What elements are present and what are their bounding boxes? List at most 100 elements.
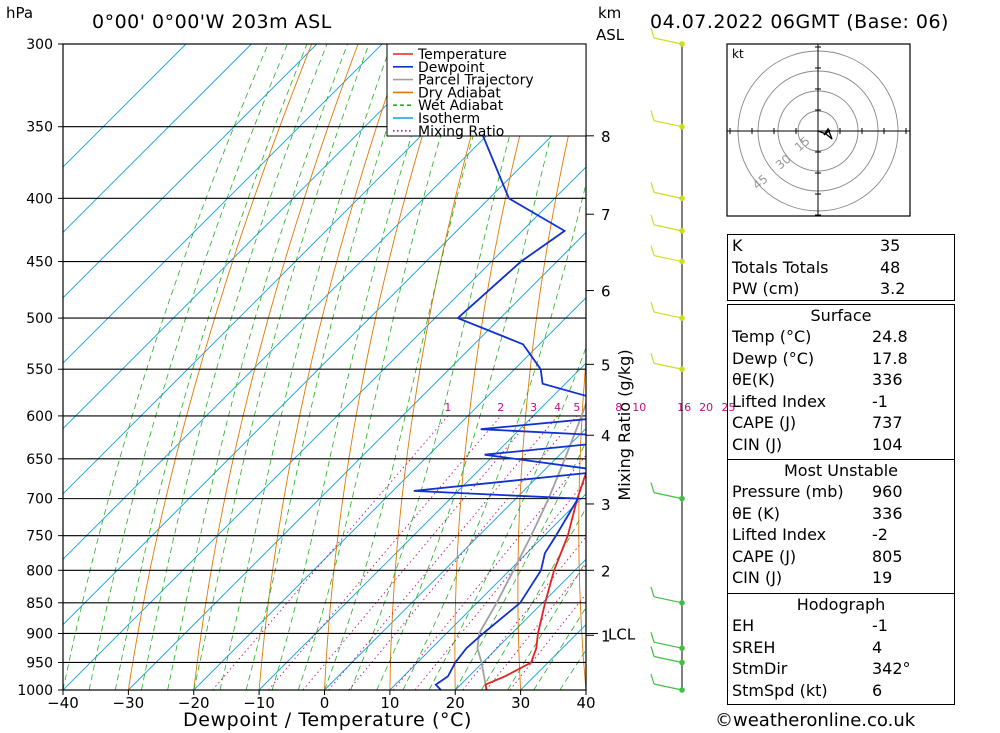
mixing-ratio-label: 8 (615, 401, 622, 414)
hodo-row: StmDir 342° (728, 658, 954, 680)
height-axis-unit: km (598, 4, 622, 22)
index-row: PW (cm) 3.2 (728, 278, 955, 300)
pressure-tick-label: 850 (26, 596, 53, 612)
legend-label: Dewpoint (418, 60, 485, 76)
row-label: StmSpd (kt) (732, 680, 828, 700)
surface-row: CAPE (J) 737 (728, 412, 954, 434)
isotherm-line (63, 44, 318, 299)
dry-adiabat-line (193, 44, 359, 690)
isotherm-line (63, 166, 586, 690)
legend-label: Mixing Ratio (418, 124, 504, 140)
legend-box (386, 43, 587, 137)
wet-adiabat-line (167, 44, 348, 690)
wet-adiabat-line (88, 44, 288, 690)
pressure-tick-label: 550 (26, 362, 53, 378)
index-label: K (732, 236, 743, 256)
wet-adiabat-line (428, 346, 586, 690)
wet-adiabat-line (376, 44, 575, 690)
mixing-ratio-label: 10 (632, 401, 646, 414)
row-label: SREH (732, 637, 776, 657)
hodograph-unit: kt (732, 47, 744, 61)
row-value: 6 (872, 680, 883, 700)
row-value: 17.8 (872, 348, 908, 368)
barb-flag (650, 182, 655, 193)
isobar-lines (63, 44, 586, 690)
mixing-ratio-line (302, 415, 534, 690)
pressure-tick-label: 800 (26, 563, 53, 579)
isotherm-line (63, 44, 579, 560)
dry-adiabat-line (638, 44, 683, 690)
barb-flag (650, 27, 655, 39)
surface-title: Surface (810, 306, 872, 325)
mixing-ratio-label: 5 (573, 401, 580, 414)
pressure-tick-label: 500 (26, 311, 53, 327)
pressure-tick-label: 450 (26, 255, 53, 271)
row-label: Dewp (°C) (732, 348, 815, 368)
mixing-ratio-label: 20 (699, 401, 713, 414)
isotherm-line (63, 44, 383, 364)
wet-adiabat-line (219, 44, 392, 690)
height-axis-ref: ASL (596, 26, 625, 44)
temperature-tick-label: 10 (380, 694, 399, 712)
row-value: -1 (872, 616, 888, 635)
pressure-tick-label: 650 (26, 452, 53, 468)
pressure-tick-label: 350 (26, 120, 53, 136)
row-label: StmDir (732, 659, 788, 679)
dewpoint-line (413, 44, 586, 690)
row-value: 336 (872, 503, 903, 523)
isotherm-line (258, 362, 586, 690)
mixing-ratio-label: 16 (677, 401, 691, 414)
mixing-ratio-axis-label: Mixing Ratio (g/kg) (615, 349, 634, 500)
barb-staff (653, 311, 683, 319)
surface-row: Lifted Index -1 (728, 391, 954, 413)
height-tick-label: 7 (601, 206, 611, 224)
row-label: θE (K) (732, 503, 780, 523)
row-label: CAPE (J) (732, 413, 797, 433)
wet-adiabat-line (271, 44, 442, 690)
pressure-tick-label: 700 (26, 492, 53, 508)
pressure-tick-label: 1000 (17, 683, 53, 699)
temperature-tick-label: −20 (178, 694, 210, 712)
barb-staff (653, 120, 683, 128)
surface-box: Surface Temp (°C) 24.8 Dewp (°C) 17.8 θE(K… (727, 304, 955, 460)
temperature-tick-label: 40 (576, 694, 595, 712)
row-label: CAPE (J) (732, 546, 797, 566)
legend-label: Wet Adiabat (418, 98, 504, 114)
copyright[interactable]: ©weatheronline.co.uk (715, 710, 916, 731)
mixing-ratio-line (348, 415, 578, 690)
hodograph-box: Hodograph EH -1 SREH 4 StmDir 342° StmSpd (… (727, 593, 955, 705)
mixing-ratio-label: 2 (497, 401, 504, 414)
row-value: 960 (872, 482, 903, 501)
dry-adiabat-line (517, 57, 586, 690)
pressure-tick-label: 900 (26, 626, 53, 642)
surface-row: θE(K) 336 (728, 369, 954, 391)
barb-flag (650, 353, 655, 364)
hodograph-trace (817, 127, 833, 140)
barb-point (679, 495, 685, 502)
mu-row: CAPE (J) 805 (728, 546, 954, 568)
height-tick-label: 3 (601, 496, 611, 514)
wet-adiabat-line (350, 44, 536, 690)
row-label: EH (732, 616, 755, 635)
mu-row: CIN (J) 19 (728, 567, 954, 589)
mixing-ratio-label: 3 (530, 401, 537, 414)
row-value: 805 (872, 546, 903, 566)
row-value: 104 (872, 434, 903, 454)
parcel-trajectory-line (476, 400, 586, 690)
wet-adiabat-line (114, 44, 308, 690)
isotherm-line (324, 427, 586, 690)
isotherm-line (454, 558, 586, 690)
index-row: Totals Totals 48 (728, 257, 955, 279)
dry-adiabat-line (695, 44, 729, 690)
pressure-tick-label: 400 (26, 191, 53, 207)
height-tick-label: 4 (601, 427, 611, 445)
barb-staff (653, 191, 683, 199)
height-tick-label: 2 (601, 562, 611, 580)
barb-flag (650, 110, 655, 121)
legend-label: Parcel Trajectory (418, 73, 534, 89)
isotherm-line (128, 231, 586, 690)
hodograph-title: Hodograph (796, 595, 886, 614)
temperature-tick-label: −40 (47, 694, 79, 712)
